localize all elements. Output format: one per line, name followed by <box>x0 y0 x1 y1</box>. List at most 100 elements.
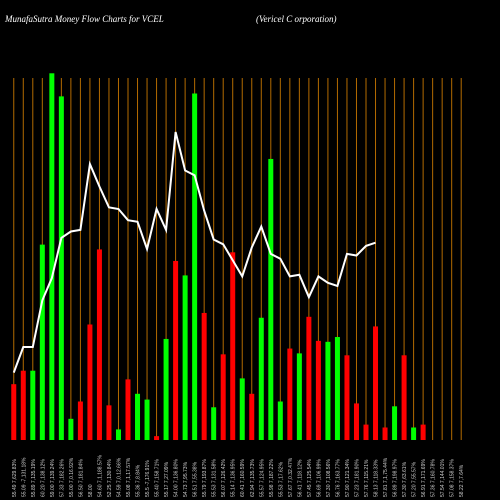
x-tick-label: 55.00 7,0.16.92% <box>69 457 75 497</box>
money-flow-bar <box>392 406 398 440</box>
money-flow-bars <box>11 73 426 440</box>
x-tick-label: 60.41 7,160.59% <box>240 459 246 497</box>
money-flow-bar <box>268 158 274 440</box>
money-flow-bar <box>249 393 255 440</box>
money-flow-bar <box>287 348 293 440</box>
x-tick-label: 58.22 7,7.64% <box>459 464 465 497</box>
money-flow-bar <box>49 73 55 440</box>
money-flow-bar <box>353 403 359 440</box>
x-tick-label: 57.33 7,182.26% <box>59 459 65 497</box>
x-tick-label: 56.69 7,106.99% <box>316 459 322 497</box>
x-tick-label: 55.89 7,135.19% <box>31 459 37 497</box>
x-tick-label: 57.90 7,121.34% <box>345 459 351 497</box>
x-tick-label: 54.00 7,136.80% <box>174 459 180 497</box>
money-flow-bar <box>144 399 150 440</box>
money-flow-bar <box>192 93 198 440</box>
x-tick-label: 57.67 7,0.32.47% <box>288 457 294 497</box>
x-tick-label: 57.23 7,181.90% <box>354 459 360 497</box>
money-flow-bar <box>125 379 131 440</box>
x-tick-label: 54.60 7,1,188.57% <box>97 454 103 497</box>
money-flow-bar <box>20 370 26 440</box>
money-flow-bar <box>39 244 45 440</box>
money-flow-bar <box>115 429 121 440</box>
x-tick-label: 57.08 7,158.37% <box>450 459 456 497</box>
x-tick-label: 57.54 7,144.01% <box>440 459 446 497</box>
money-flow-bar <box>344 355 350 440</box>
x-tick-label: 55.79 7,193.87% <box>202 459 208 497</box>
money-flow-bar <box>258 317 264 440</box>
x-tick-label: 57.45 7,125.54% <box>307 459 313 497</box>
money-flow-bar <box>163 338 169 440</box>
grid-lines <box>13 78 462 440</box>
money-flow-bar <box>154 436 160 440</box>
x-tick-label: 55.57 7,124.95% <box>259 459 265 497</box>
money-flow-bar <box>401 355 407 440</box>
money-flow-bar <box>230 252 236 440</box>
money-flow-bar <box>106 405 112 440</box>
money-flow-bar <box>306 316 312 440</box>
price-line <box>12 131 376 373</box>
x-tick-label: 58.00 <box>88 484 94 497</box>
money-flow-bar <box>334 337 340 440</box>
x-tick-label: 55.53 7,17.62% <box>278 461 284 497</box>
x-tick-label: 57.30 7,108.56% <box>326 459 332 497</box>
x-tick-label: 55.98 7,187.22% <box>269 459 275 497</box>
x-tick-label: 55.14 7,136.95% <box>231 459 237 497</box>
x-tick-label: 55.53 7,131.58% <box>212 459 218 497</box>
x-tick-label: 56.76 7,163.77% <box>335 459 341 497</box>
x-tick-label: 52.25 7,130.84% <box>107 459 113 497</box>
x-tick-label: 54.59 7,0.12.66% <box>116 457 122 497</box>
x-tick-label: 62.94 7,135.73% <box>250 459 256 497</box>
x-tick-label: 56.41 7,118.12% <box>297 459 303 497</box>
x-tick-labels: 55.49 7,629.83% 55.09 -7,131.18% 55.89 7,1… <box>12 454 465 497</box>
money-flow-bar <box>325 341 331 440</box>
x-tick-label: 57.30 7,63.61% <box>402 461 408 497</box>
money-flow-bar <box>373 326 379 440</box>
x-tick-label: 55.40 7,158.71% <box>155 459 161 497</box>
money-flow-bar <box>173 260 179 440</box>
money-flow-bar <box>77 401 83 440</box>
money-flow-bar <box>58 96 64 440</box>
x-tick-label: 60.20 7,138.12% <box>40 459 46 497</box>
money-flow-bar <box>182 275 188 440</box>
money-flow-bar <box>277 401 283 440</box>
x-tick-label: 55.5 -7,176.91% <box>145 460 151 497</box>
money-flow-bar <box>87 324 93 440</box>
money-flow-bar <box>363 424 369 440</box>
money-flow-bar <box>220 354 226 440</box>
money-flow-bar <box>30 370 36 440</box>
x-tick-label: 55.09 -7,131.18% <box>21 457 27 497</box>
money-flow-bar <box>315 340 321 440</box>
x-tick-label: 56.07 7,126.42% <box>221 459 227 497</box>
money-flow-bar <box>211 407 217 440</box>
money-flow-bar <box>382 427 388 440</box>
money-flow-bar <box>420 424 426 440</box>
money-flow-bar <box>96 249 102 440</box>
x-tick-label: 56.51 7,55.38% <box>193 461 199 497</box>
chart-title-company: (Vericel C orporation) <box>256 14 337 24</box>
x-tick-label: 57.76 7,115.21% <box>364 459 370 497</box>
x-tick-label: 58.13 7,118.33% <box>374 459 380 497</box>
x-tick-label: 55.08 7,1,17.57% <box>126 457 132 497</box>
money-flow-bar <box>68 418 74 440</box>
x-tick-label: 59.00 7,139.24% <box>50 459 56 497</box>
x-tick-label: 55.36 7,8.84% <box>136 464 142 497</box>
money-flow-bar <box>411 427 417 440</box>
money-flow-bar <box>239 378 245 440</box>
x-tick-label: 56.91 7,171.69% <box>421 459 427 497</box>
chart-title: MunafaSutra Money Flow Charts for VCEL <box>5 14 164 24</box>
x-tick-label: 57.81 7,1,75.44% <box>383 457 389 497</box>
money-flow-bar <box>296 353 302 440</box>
x-tick-label: 56.50 7,181.84% <box>78 459 84 497</box>
x-tick-label: 55.49 7,629.83% <box>12 459 18 497</box>
x-tick-label: 54.73 7,95.73% <box>183 461 189 497</box>
money-flow-bar <box>135 393 141 440</box>
money-flow-bar <box>11 384 17 440</box>
x-tick-label: 57.36 7,160.78% <box>431 459 437 497</box>
x-tick-label: 57.20 7,55.57% <box>412 461 418 497</box>
x-tick-label: 55.17 7,27.09% <box>164 461 170 497</box>
x-tick-label: 56.89 7,198.97% <box>393 459 399 497</box>
money-flow-bar <box>201 312 207 440</box>
